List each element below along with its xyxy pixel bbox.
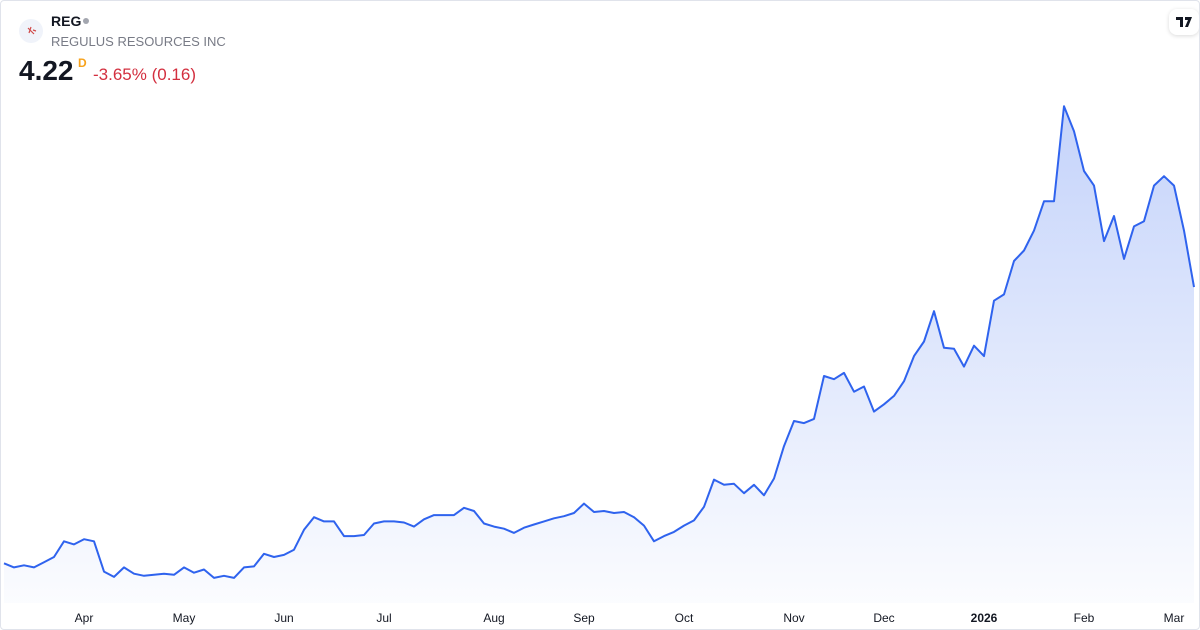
price-line xyxy=(3,105,1195,579)
price: 4.22 xyxy=(19,55,74,86)
price-change: -3.65% (0.16) xyxy=(93,65,196,84)
x-tick-label: Sep xyxy=(573,611,595,625)
symbol-logo xyxy=(19,19,43,43)
x-tick-label: Dec xyxy=(873,611,894,625)
x-tick-label: Mar xyxy=(1164,611,1185,625)
x-tick-label: Jul xyxy=(376,611,391,625)
x-tick-label: Jun xyxy=(274,611,293,625)
x-tick-label: Nov xyxy=(783,611,804,625)
x-tick-label: Oct xyxy=(675,611,694,625)
x-tick-label: May xyxy=(173,611,196,625)
status-dot xyxy=(83,18,89,24)
logo-icon xyxy=(27,26,37,35)
brand-icon xyxy=(1176,17,1192,27)
brand-logo[interactable] xyxy=(1169,9,1199,35)
company-name: REGULUS RESOURCES INC xyxy=(51,34,226,49)
interval: D xyxy=(78,56,87,70)
x-tick-label: Feb xyxy=(1074,611,1095,625)
x-tick-label: Apr xyxy=(75,611,94,625)
area-fill xyxy=(4,106,1194,603)
x-tick-label: Aug xyxy=(483,611,504,625)
symbol[interactable]: REG xyxy=(51,13,82,29)
x-tick-label: 2026 xyxy=(971,611,998,625)
